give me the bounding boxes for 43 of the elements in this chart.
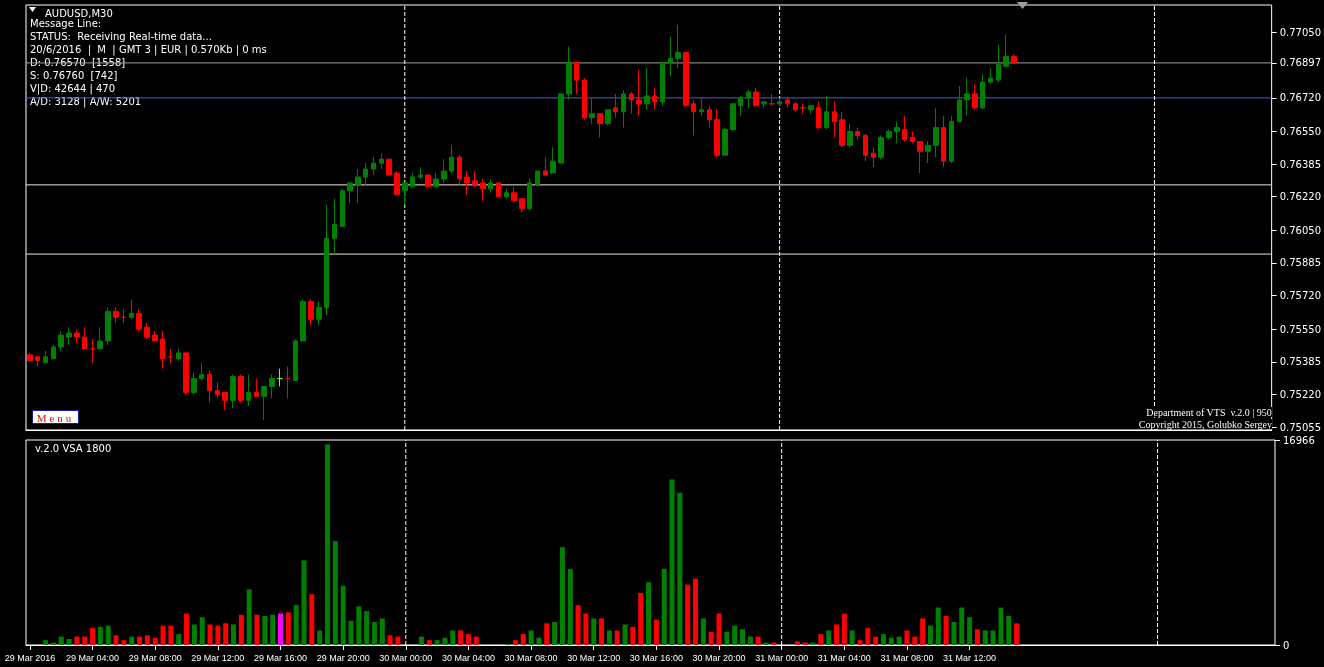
x-tick-label: 29 Mar 12:00 bbox=[191, 652, 245, 663]
x-tick-label: 31 Mar 08:00 bbox=[880, 652, 934, 663]
x-tick-label: 29 Mar 20:00 bbox=[316, 652, 370, 663]
x-tick-label: 30 Mar 08:00 bbox=[504, 652, 558, 663]
y-tick-label: 0.76897 bbox=[1279, 57, 1322, 69]
annotation: 20/6/2016 | M | GMT 3 | EUR | 0.570Kb | 0 ms bbox=[30, 43, 267, 56]
x-tick-label: 31 Mar 12:00 bbox=[943, 652, 997, 663]
annotation: D: 0.76570 [1558] bbox=[30, 56, 126, 68]
annotation: Department of VTS v.2.0 | 950 bbox=[1146, 406, 1272, 418]
y-tick-label: 0.76385 bbox=[1279, 158, 1322, 170]
y-tick-label: 0.75720 bbox=[1279, 290, 1322, 302]
y-tick-label: 0.76050 bbox=[1279, 224, 1322, 236]
x-tick-label: 30 Mar 04:00 bbox=[441, 652, 495, 663]
x-tick-label: 29 Mar 04:00 bbox=[66, 652, 120, 663]
x-tick-label: 29 Mar 2016 bbox=[4, 652, 56, 663]
annotation: Message Line: bbox=[30, 17, 102, 29]
y-tick-label: 16966 bbox=[1283, 434, 1315, 446]
y-tick-label: 0.77050 bbox=[1279, 27, 1322, 39]
x-tick-label: 30 Mar 16:00 bbox=[629, 652, 683, 663]
menu-button: Menu bbox=[32, 410, 79, 424]
y-tick-label: 0.76220 bbox=[1279, 191, 1322, 203]
x-tick-label: 30 Mar 20:00 bbox=[692, 652, 746, 663]
annotation: A/D: 3128 | A/W: 5201 bbox=[30, 95, 142, 108]
y-tick-label: 0.76550 bbox=[1279, 126, 1322, 137]
x-tick-label: 31 Mar 00:00 bbox=[755, 652, 809, 663]
x-tick-label: 29 Mar 16:00 bbox=[253, 652, 308, 663]
y-tick-label: 0.75385 bbox=[1279, 356, 1322, 368]
annotation: S: 0.76760 [742] bbox=[30, 69, 118, 81]
y-tick-label: 0.75550 bbox=[1279, 323, 1322, 335]
x-tick-label: 30 Mar 00:00 bbox=[379, 652, 433, 663]
chart-title: AUDUSD,M30 bbox=[45, 7, 113, 19]
annotation: STATUS: Receiving Real-time data... bbox=[30, 30, 212, 42]
y-tick-label: 0 bbox=[1283, 639, 1290, 651]
x-tick-label: 30 Mar 12:00 bbox=[567, 652, 621, 663]
annotation: Copyright 2015, Golubko Sergey bbox=[1138, 418, 1273, 430]
annotation: V|D: 42644 | 470 bbox=[30, 82, 116, 95]
x-tick-label: 31 Mar 04:00 bbox=[817, 652, 871, 663]
y-tick-label: 0.75055 bbox=[1279, 421, 1322, 433]
y-tick-label: 0.75220 bbox=[1279, 388, 1322, 400]
x-tick-label: 29 Mar 08:00 bbox=[128, 652, 182, 663]
y-tick-label: 0.76720 bbox=[1279, 92, 1322, 104]
chart-title: v.2.0 VSA 1800 bbox=[35, 442, 112, 454]
y-tick-label: 0.75885 bbox=[1279, 257, 1322, 269]
